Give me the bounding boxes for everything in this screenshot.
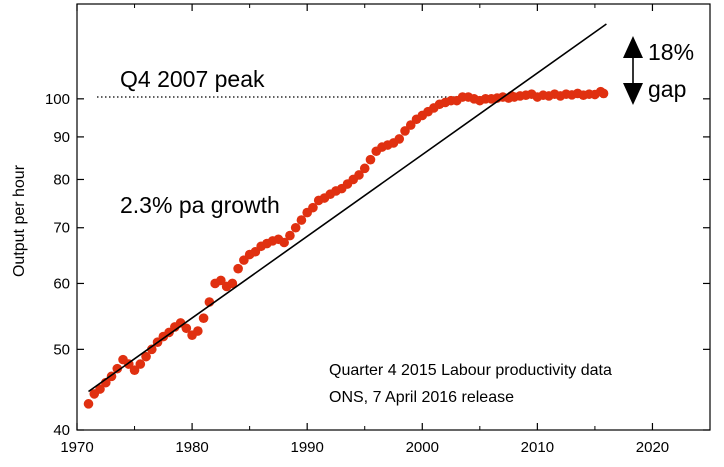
gap-label: gap	[648, 76, 686, 102]
data-points	[83, 86, 609, 409]
y-tick-label: 80	[53, 171, 70, 188]
gap-indicator: 18% gap	[623, 36, 694, 105]
y-tick-label: 60	[53, 275, 70, 292]
y-tick-label: 40	[53, 422, 70, 439]
data-point	[354, 170, 364, 180]
y-tick-label: 50	[53, 341, 70, 358]
data-point	[394, 134, 405, 144]
data-point	[308, 202, 318, 213]
data-point	[400, 126, 410, 136]
data-point	[83, 399, 94, 409]
data-point	[147, 344, 157, 355]
x-axis: 1970 1980 1990 2000 2010 2020	[60, 4, 669, 456]
gap-percent: 18%	[648, 39, 694, 65]
data-point	[198, 313, 209, 324]
x-tick-label: 1980	[175, 439, 208, 456]
x-tick-label: 1970	[60, 439, 93, 456]
x-tick-label: 1990	[290, 439, 323, 456]
y-tick-label: 90	[53, 129, 70, 146]
y-axis: 40 50 60 70 80 90 100	[45, 91, 710, 439]
source-line-1: Quarter 4 2015 Labour productivity data	[329, 362, 612, 379]
data-point	[129, 365, 140, 375]
data-point	[141, 351, 151, 362]
x-tick-label: 2010	[521, 439, 554, 456]
down-arrow-icon	[623, 83, 643, 105]
data-point	[359, 163, 370, 174]
plot-frame	[76, 3, 711, 431]
data-point	[598, 88, 609, 99]
data-point	[279, 237, 289, 248]
data-point	[216, 275, 226, 286]
data-point	[233, 263, 243, 274]
trend-line	[88, 23, 607, 393]
data-point	[290, 222, 301, 233]
x-tick-label: 2000	[406, 439, 439, 456]
y-axis-label: Output per hour	[11, 164, 28, 277]
source-line-2: ONS, 7 April 2016 release	[329, 389, 514, 406]
peak-annotation: Q4 2007 peak	[120, 66, 265, 92]
x-tick-label: 2020	[636, 439, 669, 456]
data-point	[135, 359, 146, 369]
data-point	[285, 230, 295, 241]
growth-annotation: 2.3% pa growth	[120, 192, 280, 218]
y-tick-label: 100	[45, 91, 70, 108]
data-point	[365, 154, 376, 165]
data-point	[296, 215, 307, 225]
data-point	[112, 363, 123, 374]
data-point	[95, 384, 105, 394]
data-point	[193, 326, 203, 336]
data-point	[227, 278, 238, 289]
up-arrow-icon	[623, 36, 643, 58]
y-tick-label: 70	[53, 220, 70, 237]
data-point	[181, 323, 192, 334]
